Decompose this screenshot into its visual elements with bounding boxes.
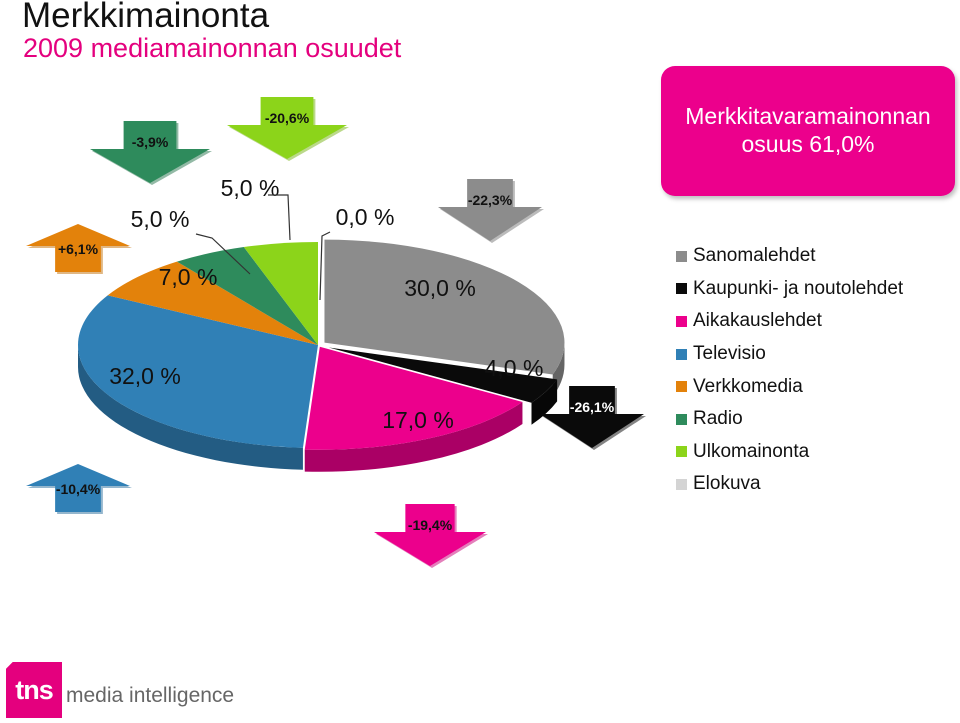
legend-swatch xyxy=(676,348,687,360)
legend-swatch xyxy=(676,413,687,425)
leader-line xyxy=(319,231,331,301)
legend-swatch xyxy=(676,381,687,393)
tns-logo-text: media intelligence xyxy=(66,684,235,707)
pie-slice xyxy=(243,242,318,345)
change-arrow-shape xyxy=(90,121,210,183)
change-label: -19,4% xyxy=(408,517,453,533)
change-label: -26,1% xyxy=(570,399,615,415)
legend-label: Radio xyxy=(693,408,743,430)
legend-label: Verkkomedia xyxy=(693,375,803,397)
pie-slice xyxy=(176,247,318,345)
legend-item: Televisio xyxy=(676,338,903,371)
slice-value-label: 30,0 % xyxy=(404,275,476,301)
pie-slice xyxy=(328,347,558,403)
change-label: -20,6% xyxy=(265,110,310,126)
tns-logo: tns media intelligence xyxy=(6,662,234,718)
pie-slice xyxy=(324,239,565,375)
brand-share-callout: Merkkitavaramainonnan osuus 61,0% xyxy=(661,66,955,196)
change-arrow: -19,4% xyxy=(374,504,488,568)
change-arrow: -20,6% xyxy=(227,97,349,161)
legend-item: Aikakauslehdet xyxy=(676,305,903,338)
change-label: -3,9% xyxy=(132,134,169,150)
change-arrow-shape xyxy=(374,504,486,566)
slice-value-label: 5,0 % xyxy=(221,175,280,201)
tns-logo-mark: tns xyxy=(6,662,62,718)
callout-line-2: osuus 61,0% xyxy=(741,131,875,157)
leader-line xyxy=(268,194,291,241)
change-label: +6,1% xyxy=(58,241,99,257)
legend-swatch xyxy=(676,250,687,262)
legend-item: Sanomalehdet xyxy=(676,240,903,273)
legend-swatch xyxy=(676,478,687,490)
slice-value-label: 5,0 % xyxy=(131,206,190,232)
legend-label: Ulkomainonta xyxy=(693,440,810,462)
pie-slice-side xyxy=(78,345,303,470)
leader-line xyxy=(195,233,251,275)
pie-slice-side xyxy=(304,401,523,472)
change-arrow: -26,1% xyxy=(540,386,646,450)
legend-label: Kaupunki- ja noutolehdet xyxy=(693,277,904,299)
change-label: -22,3% xyxy=(468,192,513,208)
legend-item: Radio xyxy=(676,403,903,436)
change-arrow-shape xyxy=(227,97,347,159)
change-arrow-shape xyxy=(26,224,130,272)
legend-label: Televisio xyxy=(693,343,766,365)
change-label: -10,4% xyxy=(56,481,101,497)
legend-swatch xyxy=(676,283,687,295)
pie-slice xyxy=(304,346,523,450)
callout-line-1: Merkkitavaramainonnan xyxy=(685,103,931,129)
slice-value-label: 0,0 % xyxy=(336,204,395,230)
page-title: Merkkimainonta xyxy=(22,0,270,35)
change-arrow: -22,3% xyxy=(438,179,544,243)
pie-slice xyxy=(77,295,318,448)
change-arrow: -10,4% xyxy=(26,464,132,514)
change-arrow-shape xyxy=(438,179,542,241)
legend-swatch xyxy=(676,446,687,458)
pie-slice xyxy=(107,261,318,345)
legend-label: Aikakauslehdet xyxy=(693,310,822,332)
pie-slice-side xyxy=(531,379,558,425)
legend-item: Ulkomainonta xyxy=(676,436,903,469)
slice-value-label: 17,0 % xyxy=(382,407,454,433)
change-arrow-shape xyxy=(26,464,130,512)
slice-value-label: 7,0 % xyxy=(159,264,218,290)
change-arrow-shape xyxy=(540,386,644,448)
change-arrow: +6,1% xyxy=(26,224,132,274)
slice-value-label: 32,0 % xyxy=(109,363,181,389)
legend-label: Sanomalehdet xyxy=(693,245,816,267)
slice-value-label: 4,0 % xyxy=(485,355,544,381)
legend-label: Elokuva xyxy=(693,473,761,495)
pie-side-layer xyxy=(78,342,565,472)
legend-item: Verkkomedia xyxy=(676,370,903,403)
chart-legend: Sanomalehdet Kaupunki- ja noutolehdet Ai… xyxy=(676,240,903,501)
legend-item: Elokuva xyxy=(676,468,903,501)
change-arrow: -3,9% xyxy=(90,121,212,185)
page-subtitle: 2009 mediamainonnan osuudet xyxy=(23,33,402,63)
legend-swatch xyxy=(676,315,687,327)
pie-top-layer xyxy=(77,239,565,450)
legend-item: Kaupunki- ja noutolehdet xyxy=(676,273,903,306)
